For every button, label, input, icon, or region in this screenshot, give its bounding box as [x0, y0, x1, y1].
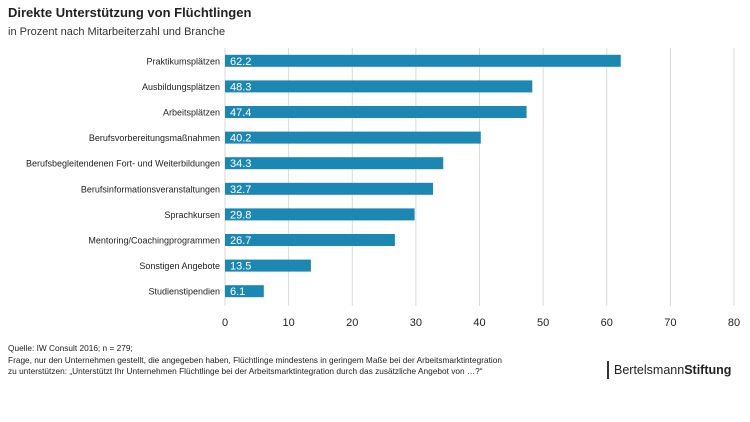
value-label: 13.5: [230, 261, 251, 273]
value-label: 62.2: [230, 56, 251, 68]
x-tick-label: 10: [283, 317, 295, 329]
value-label: 6.1: [230, 286, 245, 298]
value-label: 48.3: [230, 81, 251, 93]
category-label: Berufsbegleitendenen Fort- und Weiterbil…: [26, 159, 220, 169]
bar-4: [225, 157, 444, 170]
value-label: 29.8: [230, 209, 251, 221]
bar-8: [225, 259, 311, 272]
category-label: Arbeitsplätzen: [163, 108, 220, 118]
bar-1: [225, 80, 533, 93]
value-label: 26.7: [230, 235, 251, 247]
chart-subtitle: in Prozent nach Mitarbeiterzahl und Bran…: [8, 26, 226, 38]
bar-6: [225, 208, 415, 221]
x-tick-label: 80: [728, 317, 740, 329]
bar-7: [225, 234, 395, 246]
category-label: Ausbildungsplätzen: [142, 82, 220, 92]
category-label: Berufsinformationsveranstaltungen: [81, 184, 220, 194]
bar-0: [225, 54, 621, 67]
brand-logo: BertelsmannStiftung: [607, 361, 731, 379]
value-label: 34.3: [230, 158, 251, 170]
x-tick-label: 20: [346, 317, 358, 329]
chart-title: Direkte Unterstützung von Flüchtlingen: [8, 5, 252, 20]
bar-9: [225, 285, 264, 298]
bar-2: [225, 106, 527, 118]
brand-regular: Bertelsmann: [614, 363, 685, 377]
x-tick-label: 60: [601, 317, 613, 329]
category-label: Mentoring/Coachingprogrammen: [88, 236, 220, 246]
question-note-line-1: Frage, nur den Unternehmen gestellt, die…: [8, 354, 502, 365]
bar-chart: 0 10 20 30 40 50 60 70 80 Praktikumsplätzen 62.2 Au…: [26, 48, 740, 329]
bar-5: [225, 182, 434, 195]
x-tick-label: 40: [473, 317, 485, 329]
category-label: Studienstipendien: [148, 287, 220, 297]
bar-3: [225, 131, 481, 144]
question-note-line-2: zu unterstützen: „Unterstützt Ihr Untern…: [8, 366, 483, 376]
category-label: Sprachkursen: [164, 210, 220, 220]
source-note: Quelle: IW Consult 2016; n = 279;: [8, 343, 133, 353]
x-tick-label: 0: [222, 317, 228, 329]
value-label: 40.2: [230, 133, 251, 145]
category-label: Praktikumsplätzen: [146, 56, 220, 66]
chart-notes: Quelle: IW Consult 2016; n = 279; Frage,…: [8, 343, 502, 378]
x-tick-label: 30: [410, 317, 422, 329]
x-tick-label: 70: [664, 317, 676, 329]
category-label: Berufsvorbereitungsmaßnahmen: [89, 133, 220, 143]
value-label: 32.7: [230, 184, 251, 196]
brand-bold: Stiftung: [684, 363, 732, 377]
value-label: 47.4: [230, 107, 251, 119]
category-label: Sonstigen Angebote: [139, 261, 220, 271]
x-tick-label: 50: [537, 317, 549, 329]
